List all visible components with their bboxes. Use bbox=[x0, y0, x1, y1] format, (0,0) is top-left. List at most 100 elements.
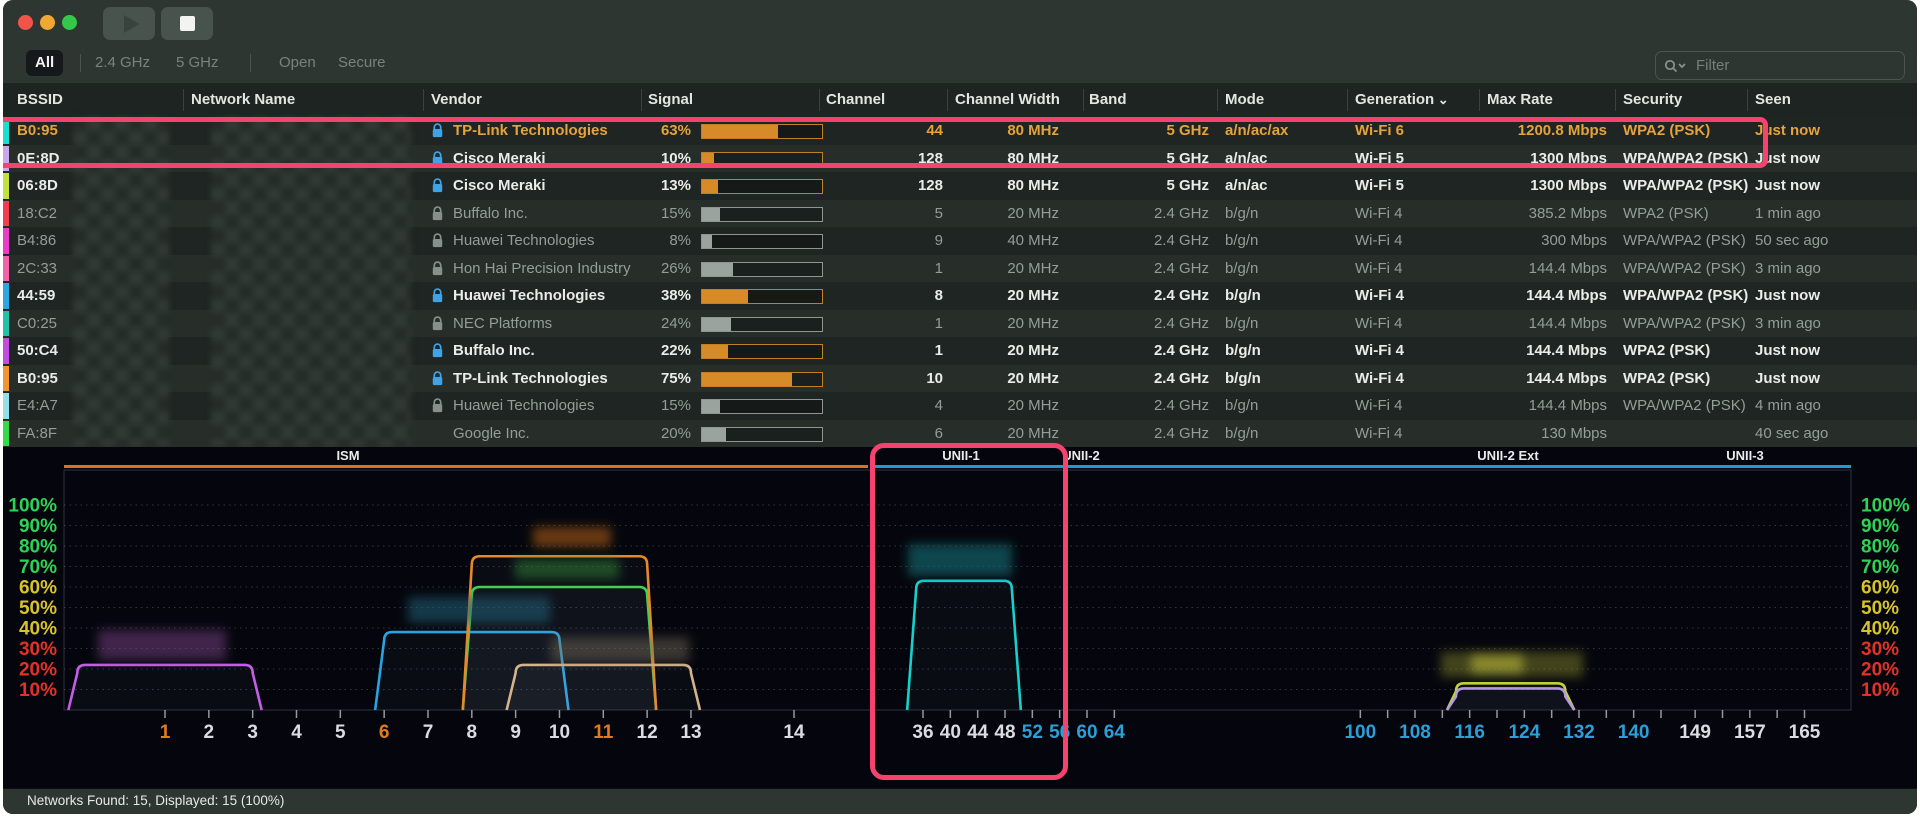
cell-width: 20 MHz bbox=[947, 200, 1059, 228]
lock-icon bbox=[431, 123, 444, 138]
signal-bar-fill bbox=[702, 125, 778, 138]
signal-bar-fill bbox=[702, 208, 720, 221]
signal-bar-fill bbox=[702, 373, 792, 386]
cell-max_rate: 300 Mbps bbox=[1481, 227, 1607, 255]
column-header-signal[interactable]: Signal bbox=[648, 83, 693, 117]
cell-generation: Wi-Fi 4 bbox=[1355, 200, 1465, 228]
column-header-band[interactable]: Band bbox=[1089, 83, 1127, 117]
x-tick-label: 52 bbox=[1022, 722, 1043, 743]
signal-bar bbox=[701, 124, 823, 139]
cell-band: 2.4 GHz bbox=[1085, 227, 1209, 255]
cell-security: WPA2 (PSK) bbox=[1623, 337, 1753, 365]
close-button[interactable] bbox=[18, 15, 33, 30]
redacted-ssid-label bbox=[551, 637, 689, 662]
lock-icon bbox=[431, 178, 444, 193]
redacted-ssid-label bbox=[408, 597, 550, 623]
scope-button-2-4-ghz[interactable]: 2.4 GHz bbox=[95, 50, 150, 76]
x-tick-label: 12 bbox=[637, 722, 658, 743]
x-tick-label: 2 bbox=[204, 722, 215, 743]
column-header-generation[interactable]: Generation ⌄ bbox=[1355, 83, 1449, 117]
scope-button-all[interactable]: All bbox=[26, 50, 63, 76]
minimize-button[interactable] bbox=[40, 15, 55, 30]
network-curve bbox=[907, 581, 1021, 710]
signal-bar bbox=[701, 152, 823, 167]
column-header-network-name[interactable]: Network Name bbox=[191, 83, 295, 117]
column-header-channel[interactable]: Channel bbox=[826, 83, 885, 117]
cell-band: 2.4 GHz bbox=[1085, 420, 1209, 448]
column-header-seen[interactable]: Seen bbox=[1755, 83, 1791, 117]
x-tick-label: 108 bbox=[1399, 722, 1431, 743]
x-tick-label: 3 bbox=[247, 722, 258, 743]
lock-icon bbox=[431, 343, 444, 358]
cell-channel: 128 bbox=[831, 145, 943, 173]
y-tick-right: 90% bbox=[1861, 516, 1899, 537]
divider bbox=[250, 54, 251, 72]
column-header-max-rate[interactable]: Max Rate bbox=[1487, 83, 1553, 117]
x-tick-label: 132 bbox=[1563, 722, 1595, 743]
network-curve bbox=[1447, 688, 1574, 710]
cell-signal: 20% bbox=[611, 420, 691, 448]
x-tick-label: 40 bbox=[940, 722, 961, 743]
zoom-button[interactable] bbox=[62, 15, 77, 30]
cell-seen: 3 min ago bbox=[1755, 310, 1915, 338]
search-field[interactable] bbox=[1655, 51, 1905, 80]
column-divider bbox=[183, 89, 184, 111]
band-label: UNII-3 bbox=[1726, 448, 1764, 463]
cell-channel: 6 bbox=[831, 420, 943, 448]
cell-channel: 9 bbox=[831, 227, 943, 255]
cell-mode: a/n/ac bbox=[1225, 145, 1347, 173]
cell-channel: 1 bbox=[831, 337, 943, 365]
signal-bar-fill bbox=[702, 180, 718, 193]
cell-mode: b/g/n bbox=[1225, 392, 1347, 420]
signal-bar-fill bbox=[702, 263, 733, 276]
signal-bar bbox=[701, 399, 823, 414]
x-tick-label: 36 bbox=[912, 722, 933, 743]
x-tick-label: 1 bbox=[160, 722, 171, 743]
x-tick-label: 4 bbox=[291, 722, 302, 743]
cell-width: 80 MHz bbox=[947, 145, 1059, 173]
x-tick-label: 5 bbox=[335, 722, 346, 743]
column-divider bbox=[423, 89, 424, 111]
x-tick-label: 140 bbox=[1618, 722, 1650, 743]
x-tick-label: 14 bbox=[783, 722, 805, 743]
band-label: ISM bbox=[336, 448, 359, 463]
redacted-network-name-column bbox=[211, 117, 411, 447]
spectrum-chart-svg: ISMUNII-1UNII-2UNII-2 ExtUNII-310%10%20%… bbox=[3, 447, 1917, 788]
column-divider bbox=[641, 89, 642, 111]
column-header-channel-width[interactable]: Channel Width bbox=[955, 83, 1060, 117]
play-button[interactable] bbox=[103, 7, 155, 40]
lock-icon bbox=[431, 233, 444, 248]
column-header-security[interactable]: Security bbox=[1623, 83, 1682, 117]
column-divider bbox=[1347, 89, 1348, 111]
cell-width: 80 MHz bbox=[947, 172, 1059, 200]
cell-width: 20 MHz bbox=[947, 337, 1059, 365]
y-tick-right: 30% bbox=[1861, 639, 1899, 660]
cell-signal: 10% bbox=[611, 145, 691, 173]
column-header-vendor[interactable]: Vendor bbox=[431, 83, 482, 117]
y-tick-left: 90% bbox=[19, 516, 57, 537]
cell-band: 2.4 GHz bbox=[1085, 200, 1209, 228]
scope-button-5-ghz[interactable]: 5 GHz bbox=[176, 50, 219, 76]
cell-signal: 75% bbox=[611, 365, 691, 393]
signal-bar bbox=[701, 179, 823, 194]
cell-mode: b/g/n bbox=[1225, 255, 1347, 283]
column-header-bssid[interactable]: BSSID bbox=[17, 83, 63, 117]
cell-max_rate: 144.4 Mbps bbox=[1481, 310, 1607, 338]
status-bar: Networks Found: 15, Displayed: 15 (100%) bbox=[3, 788, 1917, 814]
filter-bar: All 2.4 GHz 5 GHz Open Secure bbox=[3, 46, 1917, 84]
column-header-mode[interactable]: Mode bbox=[1225, 83, 1264, 117]
cell-security bbox=[1623, 420, 1753, 448]
play-icon bbox=[124, 15, 139, 33]
column-divider bbox=[1615, 89, 1616, 111]
cell-signal: 38% bbox=[611, 282, 691, 310]
search-input[interactable] bbox=[1694, 56, 1878, 75]
cell-channel: 8 bbox=[831, 282, 943, 310]
scope-button-open[interactable]: Open bbox=[279, 50, 316, 76]
cell-band: 2.4 GHz bbox=[1085, 310, 1209, 338]
column-divider bbox=[819, 89, 820, 111]
y-tick-left: 70% bbox=[19, 557, 57, 578]
cell-seen: Just now bbox=[1755, 337, 1915, 365]
cell-width: 40 MHz bbox=[947, 227, 1059, 255]
stop-button[interactable] bbox=[161, 7, 213, 40]
scope-button-secure[interactable]: Secure bbox=[338, 50, 386, 76]
